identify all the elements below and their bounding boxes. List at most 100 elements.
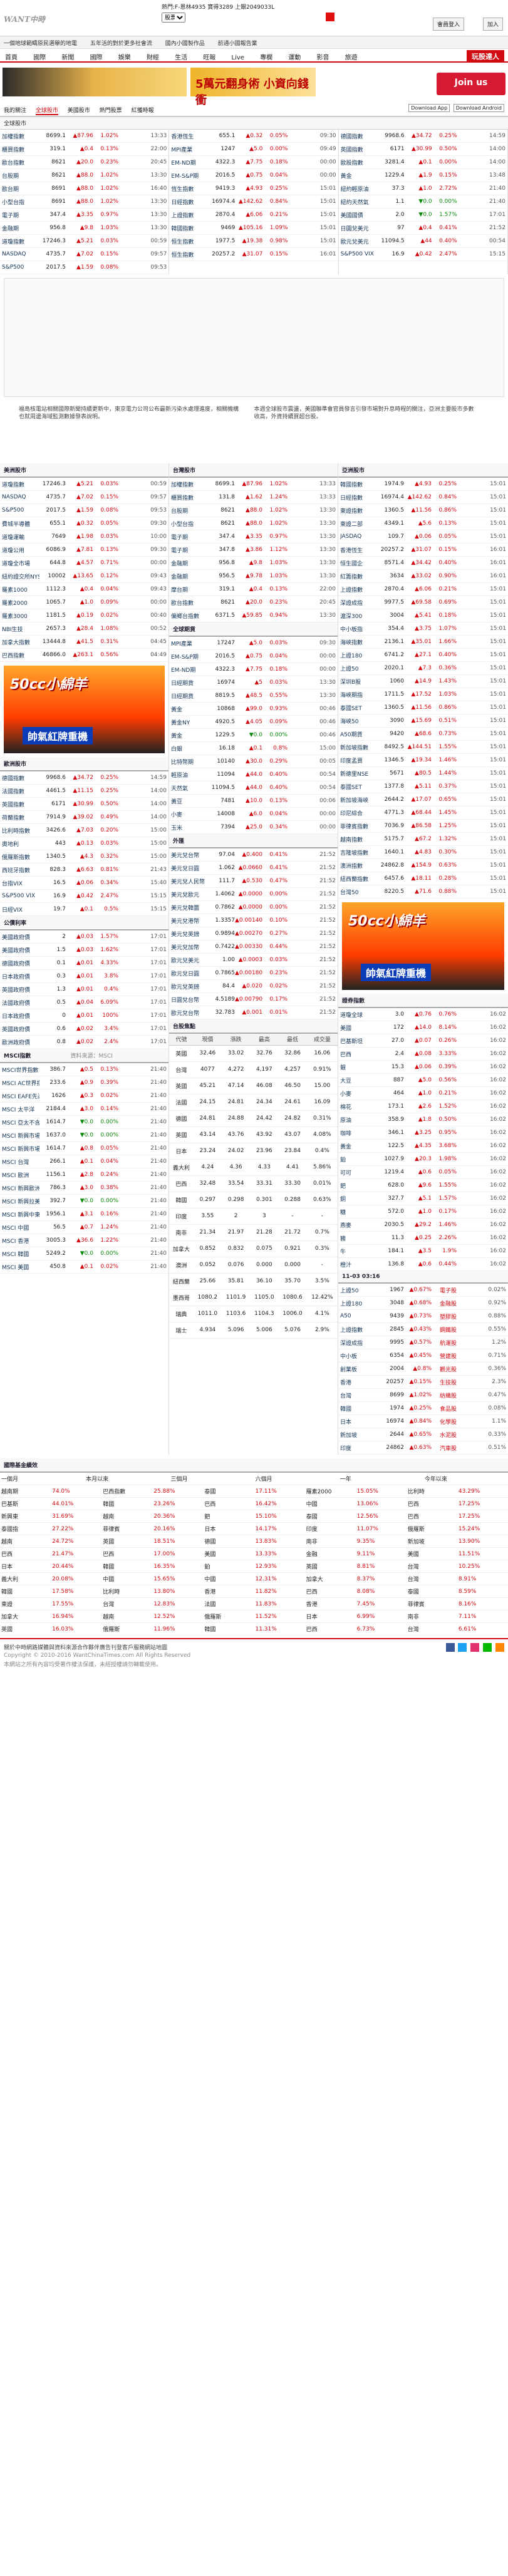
quote-name[interactable]: 歐股指數 [340,160,363,167]
quote-name[interactable]: 電子期 [171,534,189,541]
quote-row[interactable]: 上證指數 2845 ▲0.43% 鋼鐵股 0.55% [338,1323,508,1336]
quote-name[interactable]: S&P500 VIX [340,251,374,257]
quote-name[interactable]: 黃金 [340,173,352,180]
quote-row[interactable]: MSCI世界指數 386.7 ▲0.5 0.13% 21:40 [0,1063,168,1076]
quote-row[interactable]: 紅籌指數 3634 ▲33.02 0.90% 16:01 [338,570,508,583]
quote-name[interactable]: MSCI 新興市場亞洲 [2,1133,39,1140]
quote-name[interactable]: 恒生指數 [171,239,194,245]
quote-row[interactable]: A50 9439 ▲0.73% 塑膠股 0.88% [338,1310,508,1323]
quote-name[interactable]: 天然氣 [171,785,189,792]
quote-name[interactable]: 道瓊公用 [2,547,25,554]
quote-row[interactable]: 巴西 2.4 ▲0.08 3.33% 16:02 [338,1048,508,1061]
quote-name[interactable]: 創業板 [340,1366,358,1373]
quote-row[interactable]: 德國指數 9968.6 ▲34.72 0.25% 14:59 [0,771,168,785]
quote-name[interactable]: MSCI EAFE先進市場 [2,1093,39,1100]
quote-name[interactable]: 道瓊運輸 [2,534,25,541]
android-download-link[interactable]: Download Android [453,104,504,112]
quote-row[interactable]: 金融期 956.8 ▲9.8 1.03% 13:30 [169,557,338,570]
quote-name[interactable]: 深證成指 [340,600,363,607]
quote-row[interactable]: 美元兌英鎊 0.9894 ▲0.00270 0.27% 21:52 [169,927,338,940]
quote-row[interactable]: 鈀 628.0 ▲9.6 1.55% 16:02 [338,1179,508,1192]
fund-period-header[interactable]: 一年 [340,1476,351,1483]
quote-name[interactable]: 電子期 [2,212,19,219]
quote-row[interactable]: 新加坡海峽 2644.2 ▲17.07 0.65% 15:01 [338,793,508,806]
quote-name[interactable]: 加權指數 [2,133,25,140]
table-row[interactable]: 德國 24.81 24.88 24.42 24.82 0.31% [169,1110,338,1127]
quote-row[interactable]: 新加坡指數 8492.5 ▲144.51 1.55% 15:01 [338,741,508,754]
quote-row[interactable]: 俄羅斯指數 1340.5 ▲4.3 0.32% 15:00 [0,850,168,863]
quote-name[interactable]: 德國政府債 [2,961,31,967]
quote-row[interactable]: 海峽期指 1711.5 ▲17.52 1.03% 15:01 [338,688,508,701]
quote-row[interactable]: 深圳B股 1060 ▲14.9 1.43% 15:01 [338,675,508,688]
quote-row[interactable]: 歐台指數 8621 ▲20.0 0.23% 20:45 [0,156,169,169]
quote-name[interactable]: 電子期 [171,547,189,554]
quote-name[interactable]: 黃金 [171,733,183,739]
quote-name[interactable]: 上證50 [340,1287,359,1294]
quote-name[interactable]: 英國政府債 [2,1026,31,1033]
quote-row[interactable]: MSCI 韓國 5249.2 ▼0.0 0.00% 21:40 [0,1247,168,1260]
quote-row[interactable]: 美國政府債 1.5 ▲0.03 1.62% 17:01 [0,944,168,957]
quote-name[interactable]: 美元兌日圓 [171,865,200,872]
quote-name[interactable]: MSCI 韓國 [2,1251,29,1258]
quote-row[interactable]: MSCI 太平洋 2184.4 ▲3.0 0.14% 21:40 [0,1103,168,1116]
quote-name[interactable]: 金融期 [171,560,189,567]
quote-row[interactable]: 道瓊全市場 644.8 ▲4.57 0.71% 00:00 [0,557,168,570]
quote-row[interactable]: 上證指數 2870.4 ▲6.06 0.21% 15:01 [338,583,508,596]
quote-name[interactable]: NBI生技 [2,626,23,633]
quote-name[interactable]: 歐台指數 [171,600,194,607]
quote-name[interactable]: 日本政府債 [2,1013,31,1020]
quote-row[interactable]: MSCI 亞太不含日本 1614.7 ▼0.0 0.00% 21:40 [0,1116,168,1129]
quote-name[interactable]: 印度 [340,1445,352,1452]
quote-row[interactable]: MSCI 新興市場 1614.7 ▲0.8 0.05% 21:40 [0,1142,168,1155]
quote-name[interactable]: 牛 [340,1249,346,1255]
quote-name[interactable]: 日圓兌台幣 [171,997,200,1004]
app-download-link[interactable]: Download App [408,104,450,112]
quote-row[interactable]: 英國政府債 0.6 ▲0.02 3.4% 17:01 [0,1023,168,1036]
quote-name[interactable]: 偏鄉台指數 [171,613,200,620]
quote-name[interactable]: 中小板指 [340,626,363,633]
table-row[interactable]: 紐西蘭 25.66 35.81 36.10 35.70 3.5% [169,1273,338,1290]
quote-name[interactable]: 新德里NSE [340,771,369,778]
quote-name[interactable]: MSCI 美國 [2,1264,29,1271]
quote-name[interactable]: 紅籌指數 [340,574,363,580]
quote-name[interactable]: 日經VIX [2,907,23,914]
quote-row[interactable]: 滬深300 3004 ▲5.41 0.18% 15:01 [338,609,508,622]
quote-row[interactable]: 歐洲政府債 0.8 ▲0.02 2.4% 17:01 [0,1036,168,1049]
join-button[interactable]: 加入 [482,18,503,31]
quote-name[interactable]: 荷蘭指數 [2,815,25,822]
quote-name[interactable]: S&P500 VIX [2,893,36,899]
quote-name[interactable]: 美國政府債 [2,934,31,941]
quote-name[interactable]: 羅素2000 [2,600,28,607]
table-row[interactable]: 瑞典 1011.0 1103.6 1104.3 1006.0 4.1% [169,1306,338,1322]
ad-motorcycle-2[interactable]: 50cc小綿羊 帥氣紅牌重機 [342,902,504,990]
quote-row[interactable]: 小型台指 8691 ▲88.0 1.02% 13:30 [0,195,169,209]
fund-row[interactable]: 東證 17.55% 台灣 12.83% 法國 11.83% 香港 7.45% 菲律賓 8.16% [0,1598,508,1610]
quote-name[interactable]: MSCI 新興市場 [2,1146,39,1153]
quote-row[interactable]: 羅素2000 1065.7 ▲1.0 0.09% 00:00 [0,596,168,609]
quote-row[interactable]: 越南指數 5175.7 ▲67.2 1.32% 15:01 [338,833,508,846]
nav-item[interactable]: 國際 [33,54,46,61]
quote-name[interactable]: EM-S&P期 [171,173,199,180]
fund-row[interactable]: 越南 24.72% 英國 18.51% 德國 13.83% 南非 9.35% 新加坡 13.90% [0,1535,508,1548]
quote-row[interactable]: 紐約天然氣 1.1 ▼0.0 0.00% 21:40 [338,195,507,209]
quote-row[interactable]: 日本政府債 0.3 ▲0.01 3.8% 17:01 [0,970,168,983]
quote-name[interactable]: 美元兌加幣 [171,944,200,951]
fund-row[interactable]: 義大利 20.08% 中國 15.65% 中國 12.31% 加拿大 8.37% 台灣 8.91% [0,1573,508,1585]
quote-row[interactable]: 日經期貨 16974 ▲5 0.03% 13:30 [169,676,338,689]
quote-row[interactable]: 黃金NY 4920.5 ▲4.05 0.09% 00:46 [169,716,338,729]
quote-row[interactable]: 小麥 14008 ▲6.0 0.04% 00:00 [169,808,338,821]
quote-row[interactable]: 金融期 956.5 ▲9.78 1.03% 13:30 [169,570,338,583]
quote-name[interactable]: 歐元兌美元 [340,239,369,245]
table-row[interactable]: 南非 21.34 21.97 21.28 21.72 0.7% [169,1224,338,1241]
quote-name[interactable]: 台灣 [340,1393,352,1399]
quote-row[interactable]: 銅 327.7 ▲5.1 1.57% 16:02 [338,1192,508,1205]
quote-name[interactable]: 美國 [340,1025,352,1032]
quote-row[interactable]: 黃金 10868 ▲99.0 0.93% 00:46 [169,703,338,716]
quote-name[interactable]: MSCI 新興拉美 [2,1198,39,1205]
quote-name[interactable]: 美元兌韓圜 [171,905,200,912]
quote-row[interactable]: 印度 24862 ▲0.63% 汽車股 0.51% [338,1441,508,1455]
fund-period-header[interactable]: 今年以來 [424,1476,447,1483]
news-link[interactable]: 一個地球範疇原民選舉的地電 [4,41,78,47]
quote-name[interactable]: 歐元兌台幣 [171,1010,200,1017]
quote-row[interactable]: 玉米 7394 ▲25.0 0.34% 00:00 [169,821,338,834]
